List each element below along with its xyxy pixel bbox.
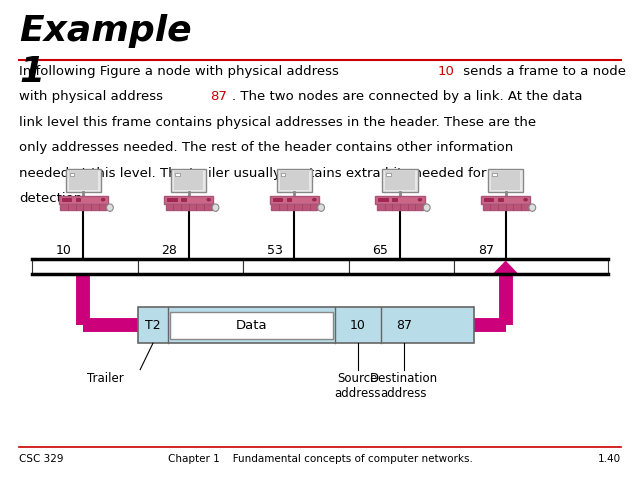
Ellipse shape (106, 204, 113, 211)
Bar (70, 173, 74, 176)
Circle shape (524, 198, 527, 201)
Bar (270, 196, 319, 204)
Ellipse shape (212, 204, 219, 211)
Text: 87: 87 (478, 244, 494, 257)
Bar (138, 259, 243, 274)
Text: Data: Data (236, 319, 268, 332)
Bar (492, 173, 497, 176)
Text: 10: 10 (350, 319, 365, 332)
Bar (349, 259, 454, 274)
Bar (488, 169, 524, 192)
Bar (376, 196, 424, 204)
Text: Trailer: Trailer (86, 372, 124, 385)
Text: 65: 65 (372, 244, 388, 257)
Text: detection: detection (19, 192, 83, 205)
Ellipse shape (317, 204, 324, 211)
Polygon shape (141, 317, 157, 334)
Circle shape (101, 198, 105, 201)
Text: 1: 1 (19, 55, 44, 89)
Text: . The two nodes are connected by a link. At the data: . The two nodes are connected by a link.… (232, 90, 583, 103)
Text: Chapter 1    Fundamental concepts of computer networks.: Chapter 1 Fundamental concepts of comput… (168, 454, 472, 464)
Bar (484, 198, 493, 201)
Circle shape (418, 198, 422, 201)
Bar (65, 169, 101, 192)
Polygon shape (494, 262, 517, 274)
Text: sends a frame to a node: sends a frame to a node (460, 65, 626, 78)
Text: with physical address: with physical address (19, 90, 168, 103)
Bar (138, 307, 474, 343)
Bar (61, 198, 71, 201)
Bar (280, 171, 309, 190)
Text: Source
address: Source address (335, 372, 381, 400)
Text: Example: Example (19, 14, 192, 48)
Text: Destination
address: Destination address (370, 372, 438, 400)
Bar (273, 198, 282, 201)
Ellipse shape (423, 204, 430, 211)
Text: CSC 329: CSC 329 (19, 454, 64, 464)
Bar (377, 204, 423, 210)
Circle shape (207, 198, 211, 201)
Bar (483, 204, 529, 210)
Bar (454, 259, 608, 274)
Bar (171, 169, 207, 192)
Bar (243, 259, 349, 274)
Bar (287, 198, 291, 201)
Text: In following Figure a node with physical address: In following Figure a node with physical… (19, 65, 343, 78)
Bar (175, 173, 180, 176)
Ellipse shape (529, 204, 536, 211)
Bar (174, 171, 204, 190)
Text: only addresses needed. The rest of the header contains other information: only addresses needed. The rest of the h… (19, 141, 513, 154)
Text: T2: T2 (145, 319, 161, 332)
Bar (60, 204, 106, 210)
Bar (170, 312, 333, 339)
Bar (68, 171, 98, 190)
Text: 87: 87 (211, 90, 227, 103)
Bar (481, 196, 530, 204)
Text: needed at this level. The trailer usually contains extra bits needed for error: needed at this level. The trailer usuall… (19, 167, 524, 180)
Bar (76, 198, 80, 201)
Bar (181, 198, 186, 201)
Text: 1.40: 1.40 (598, 454, 621, 464)
Bar (281, 173, 285, 176)
Bar (387, 173, 391, 176)
Bar (59, 196, 108, 204)
Bar (491, 171, 520, 190)
Text: 10: 10 (56, 244, 72, 257)
Bar (385, 171, 415, 190)
Bar (166, 204, 212, 210)
Bar (392, 198, 397, 201)
Bar (164, 196, 213, 204)
Bar (167, 198, 177, 201)
Text: 28: 28 (161, 244, 177, 257)
Bar (378, 198, 388, 201)
Bar (271, 204, 317, 210)
Bar (498, 198, 502, 201)
Bar (382, 169, 418, 192)
Bar (32, 259, 138, 274)
Text: link level this frame contains physical addresses in the header. These are the: link level this frame contains physical … (19, 116, 536, 129)
Text: 87: 87 (396, 319, 412, 332)
Bar (276, 169, 312, 192)
Text: 53: 53 (267, 244, 283, 257)
Circle shape (312, 198, 316, 201)
Text: 10: 10 (437, 65, 454, 78)
